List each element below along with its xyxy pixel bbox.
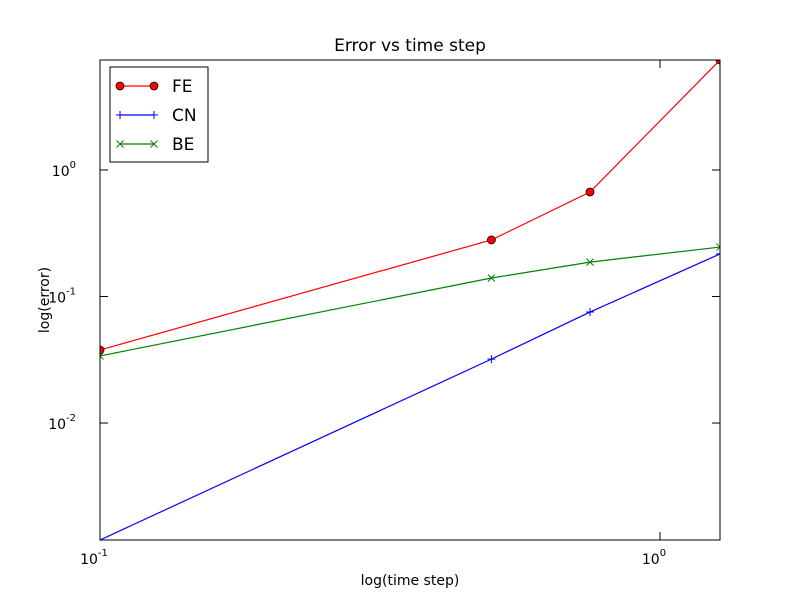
tick-exponent: 0 <box>660 548 666 559</box>
tick-base: 10 <box>52 164 70 180</box>
tick-label: 100 <box>642 548 666 568</box>
tick-exponent: 0 <box>70 160 76 171</box>
marker <box>100 345 105 355</box>
chart-title: Error vs time step <box>334 36 486 56</box>
marker <box>716 243 720 251</box>
marker <box>100 352 104 360</box>
marker <box>586 258 594 266</box>
y-axis-label: log(error) <box>37 267 53 333</box>
marker <box>585 187 595 197</box>
marker <box>150 111 158 119</box>
marker <box>716 249 720 258</box>
tick-label: 10-1 <box>80 548 108 568</box>
marker <box>487 355 496 364</box>
series-line <box>100 60 720 351</box>
tick-base: 10 <box>48 417 66 433</box>
marker <box>150 140 158 148</box>
series-line <box>100 253 720 540</box>
marker <box>586 308 595 317</box>
marker <box>116 140 124 148</box>
legend-label: BE <box>172 135 194 155</box>
tick-label: 100 <box>52 160 76 180</box>
legend-label: FE <box>172 77 193 97</box>
tick-label: 10-1 <box>48 287 76 307</box>
marker <box>149 81 159 91</box>
series-line <box>100 246 720 357</box>
marker <box>487 274 496 282</box>
tick-exponent: -1 <box>98 548 108 559</box>
tick-exponent: -1 <box>66 287 76 298</box>
legend-label: CN <box>172 106 197 126</box>
marker <box>715 60 720 65</box>
plot <box>100 60 720 540</box>
axes-frame <box>99 59 721 541</box>
marker <box>115 81 125 91</box>
tick-label: 10-2 <box>48 413 76 433</box>
tick-base: 10 <box>80 552 98 568</box>
tick-exponent: -2 <box>66 413 76 424</box>
x-axis-label: log(time step) <box>361 573 460 589</box>
marker <box>116 111 124 119</box>
marker <box>486 235 496 245</box>
tick-base: 10 <box>48 291 66 307</box>
tick-base: 10 <box>642 552 660 568</box>
